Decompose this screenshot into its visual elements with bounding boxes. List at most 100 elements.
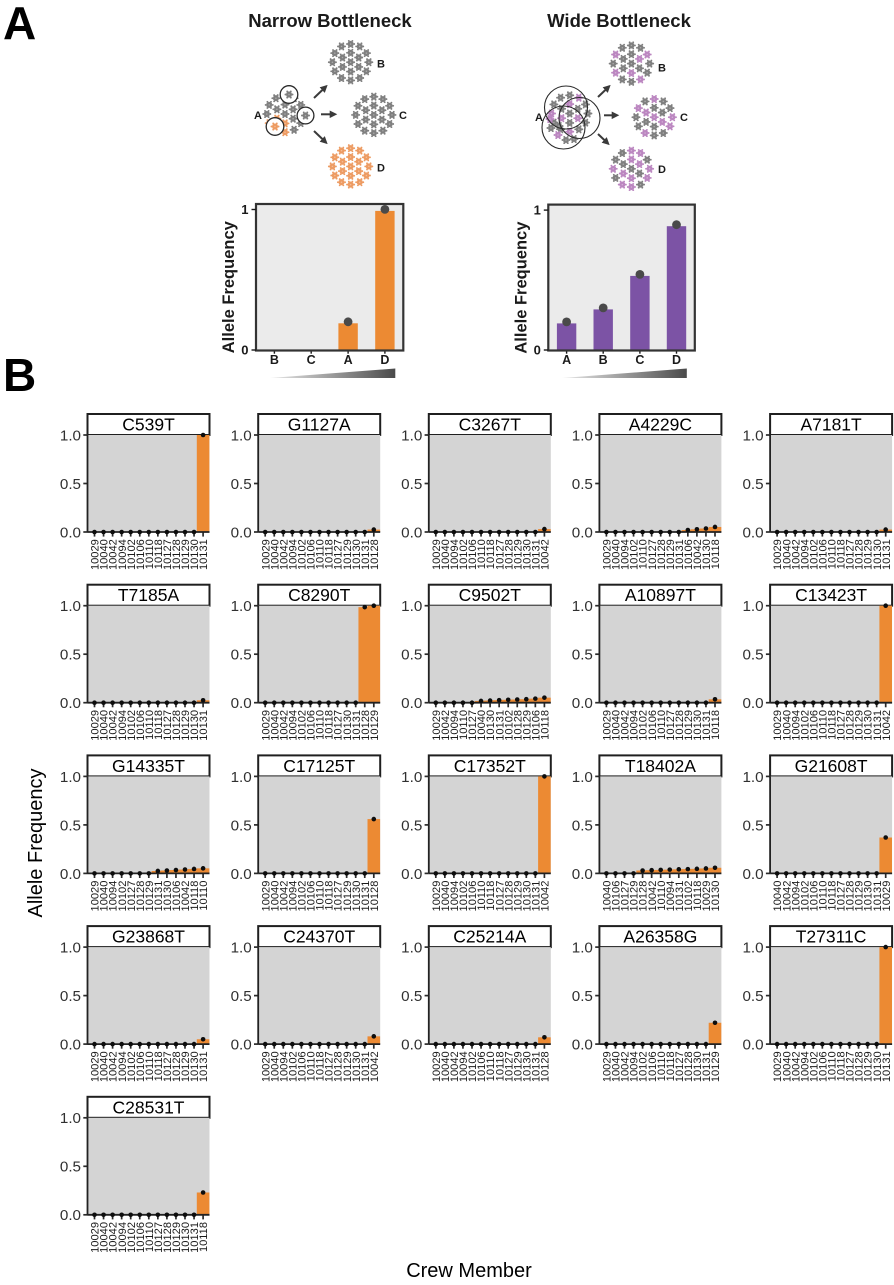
svg-text:10129: 10129 [863, 539, 875, 570]
svg-text:10102: 10102 [126, 710, 138, 741]
svg-text:10106: 10106 [817, 539, 829, 570]
svg-text:0.0: 0.0 [742, 524, 763, 541]
svg-text:10129: 10129 [665, 539, 677, 570]
svg-text:10118: 10118 [324, 710, 336, 740]
svg-text:10128: 10128 [854, 539, 866, 570]
svg-text:10042: 10042 [369, 1051, 381, 1082]
svg-text:A: A [562, 353, 571, 367]
svg-text:10130: 10130 [692, 1051, 704, 1082]
svg-text:0.5: 0.5 [60, 817, 81, 834]
svg-text:10094: 10094 [449, 539, 461, 570]
svg-text:10129: 10129 [512, 881, 524, 912]
svg-text:10040: 10040 [99, 1051, 111, 1082]
svg-text:0.0: 0.0 [60, 1037, 81, 1054]
svg-text:C: C [399, 110, 407, 122]
svg-text:10131: 10131 [881, 1051, 893, 1082]
svg-text:0.5: 0.5 [572, 476, 593, 493]
svg-text:10128: 10128 [333, 1051, 345, 1082]
svg-text:10127: 10127 [333, 881, 345, 912]
svg-text:10128: 10128 [171, 710, 183, 741]
svg-text:0.5: 0.5 [401, 817, 422, 834]
svg-text:10131: 10131 [189, 1222, 201, 1253]
svg-text:1.0: 1.0 [231, 598, 252, 615]
svg-text:10128: 10128 [162, 1222, 174, 1253]
svg-text:10129: 10129 [171, 1222, 183, 1253]
svg-text:10042: 10042 [278, 539, 290, 570]
svg-text:10106: 10106 [135, 1222, 147, 1253]
svg-text:0.5: 0.5 [742, 647, 763, 664]
svg-text:0.5: 0.5 [572, 988, 593, 1005]
svg-text:10131: 10131 [530, 1051, 542, 1082]
svg-text:10029: 10029 [881, 881, 893, 912]
svg-text:10042: 10042 [790, 1051, 802, 1082]
svg-text:10029: 10029 [602, 1051, 614, 1082]
svg-text:10042: 10042 [647, 881, 659, 912]
svg-text:10129: 10129 [629, 881, 641, 912]
svg-text:10118: 10118 [189, 881, 201, 911]
svg-text:A4229C: A4229C [629, 415, 692, 435]
svg-text:0.5: 0.5 [572, 817, 593, 834]
svg-text:10118: 10118 [540, 710, 552, 740]
svg-text:10127: 10127 [467, 710, 479, 741]
svg-text:10040: 10040 [476, 710, 488, 741]
svg-text:Allele Frequency: Allele Frequency [512, 221, 530, 354]
svg-text:10106: 10106 [171, 881, 183, 912]
svg-text:10029: 10029 [431, 881, 443, 912]
svg-text:10042: 10042 [781, 881, 793, 912]
svg-text:10040: 10040 [440, 539, 452, 570]
svg-text:10131: 10131 [351, 710, 363, 741]
svg-text:10118: 10118 [485, 881, 497, 911]
svg-text:B: B [599, 353, 608, 367]
svg-text:1.0: 1.0 [742, 427, 763, 444]
svg-text:10102: 10102 [467, 1051, 479, 1082]
svg-text:10106: 10106 [647, 1051, 659, 1082]
svg-text:10131: 10131 [674, 539, 686, 570]
svg-text:10040: 10040 [99, 1222, 111, 1253]
svg-text:10128: 10128 [171, 1051, 183, 1082]
svg-text:10131: 10131 [153, 881, 165, 912]
svg-text:10130: 10130 [521, 1051, 533, 1082]
svg-text:10106: 10106 [647, 710, 659, 741]
svg-text:10129: 10129 [710, 1051, 722, 1082]
svg-text:0.0: 0.0 [742, 866, 763, 883]
svg-text:A: A [344, 353, 353, 367]
svg-text:10094: 10094 [278, 1051, 290, 1082]
svg-text:10130: 10130 [521, 539, 533, 570]
svg-text:1.0: 1.0 [231, 940, 252, 957]
svg-text:10106: 10106 [808, 710, 820, 741]
svg-text:10130: 10130 [872, 1051, 884, 1082]
svg-text:10106: 10106 [467, 539, 479, 570]
svg-text:A7181T: A7181T [800, 415, 862, 435]
svg-text:10127: 10127 [324, 1051, 336, 1082]
svg-text:10106: 10106 [306, 539, 318, 570]
svg-text:10131: 10131 [360, 1051, 372, 1082]
svg-text:T27311C: T27311C [796, 927, 867, 947]
svg-text:10128: 10128 [674, 710, 686, 741]
svg-text:Allele Frequency: Allele Frequency [220, 220, 238, 353]
svg-text:1.0: 1.0 [231, 427, 252, 444]
svg-text:10094: 10094 [799, 539, 811, 570]
svg-text:0.5: 0.5 [231, 476, 252, 493]
svg-text:10127: 10127 [126, 881, 138, 912]
svg-text:10127: 10127 [845, 1051, 857, 1082]
svg-text:10040: 10040 [772, 881, 784, 912]
svg-text:10127: 10127 [845, 539, 857, 570]
svg-text:10106: 10106 [297, 1051, 309, 1082]
svg-text:10094: 10094 [117, 1051, 129, 1082]
svg-text:10110: 10110 [306, 1051, 318, 1081]
svg-text:1.0: 1.0 [401, 769, 422, 786]
svg-text:10029: 10029 [90, 1051, 102, 1082]
svg-text:0.0: 0.0 [60, 695, 81, 712]
svg-text:10040: 10040 [99, 539, 111, 570]
svg-text:10127: 10127 [162, 539, 174, 570]
svg-text:10118: 10118 [836, 539, 848, 569]
svg-text:10110: 10110 [144, 710, 156, 740]
svg-text:D: D [380, 353, 389, 367]
svg-text:0.5: 0.5 [60, 988, 81, 1005]
svg-text:10110: 10110 [656, 881, 668, 911]
svg-text:10094: 10094 [287, 881, 299, 912]
svg-text:G23868T: G23868T [112, 927, 185, 947]
svg-text:0.5: 0.5 [231, 817, 252, 834]
svg-text:10118: 10118 [324, 539, 336, 569]
svg-text:10128: 10128 [845, 881, 857, 912]
